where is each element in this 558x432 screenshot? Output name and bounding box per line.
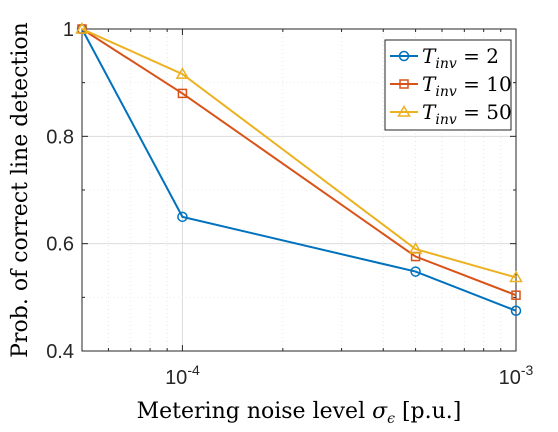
x-axis-label-unit: [p.u.]	[395, 399, 461, 424]
legend-label-rest: = 2	[457, 44, 499, 68]
data-point	[397, 105, 411, 117]
x-tick-label: 10-3	[499, 362, 534, 389]
series-line	[81, 28, 517, 279]
legend-label-sub: inv	[435, 112, 456, 128]
x-tick-label: 10-4	[165, 362, 200, 389]
data-point	[509, 270, 523, 283]
data-point	[510, 305, 522, 316]
y-tick-label: 0.8	[46, 126, 74, 148]
legend-label-sub: inv	[435, 84, 456, 100]
series-line	[81, 28, 517, 297]
legend-label-rest: = 50	[457, 100, 512, 124]
data-point	[398, 50, 410, 62]
legend-label-main: T	[422, 44, 437, 68]
x-tick-exponent: -4	[187, 362, 200, 378]
data-point	[410, 266, 421, 277]
y-tick-labels: 0.4 0.6 0.8 1	[46, 19, 74, 363]
series-2	[77, 24, 521, 300]
x-tick-base: 10	[499, 367, 521, 389]
x-tick-labels: 10-4 10-3	[165, 362, 533, 389]
y-tick-label: 0.6	[46, 234, 74, 256]
data-point	[511, 290, 521, 300]
legend-label: Tinv = 50	[422, 100, 512, 128]
x-axis-label-sub: ϵ	[387, 411, 395, 427]
legend-entry: Tinv = 10	[390, 72, 512, 100]
series-group	[75, 22, 523, 316]
legend-label: Tinv = 10	[422, 72, 512, 100]
x-axis-label-symbol: σ	[372, 399, 388, 424]
data-point	[408, 242, 423, 254]
y-tick-label: 0.4	[46, 341, 74, 363]
data-point	[399, 79, 409, 89]
data-point	[175, 67, 190, 79]
x-axis-label-main: Metering noise level	[137, 399, 373, 424]
series-3	[75, 22, 523, 283]
data-point	[177, 88, 188, 99]
series-line	[81, 28, 517, 312]
legend-label-main: T	[422, 72, 437, 96]
legend-entry: Tinv = 2	[390, 44, 499, 72]
y-tick-label: 1	[63, 19, 74, 41]
legend-label: Tinv = 2	[422, 44, 499, 72]
legend-label-main: T	[422, 100, 437, 124]
data-point	[75, 22, 89, 34]
legend-label-sub: inv	[435, 56, 456, 72]
y-axis-label: Prob. of correct line detection	[8, 22, 33, 358]
x-tick-exponent: -3	[521, 362, 534, 378]
x-tick-base: 10	[165, 367, 187, 389]
data-point	[177, 211, 188, 223]
x-axis-label: Metering noise level σϵ [p.u.]	[137, 399, 462, 427]
legend-label-rest: = 10	[457, 72, 512, 96]
legend-entry: Tinv = 50	[390, 100, 512, 128]
